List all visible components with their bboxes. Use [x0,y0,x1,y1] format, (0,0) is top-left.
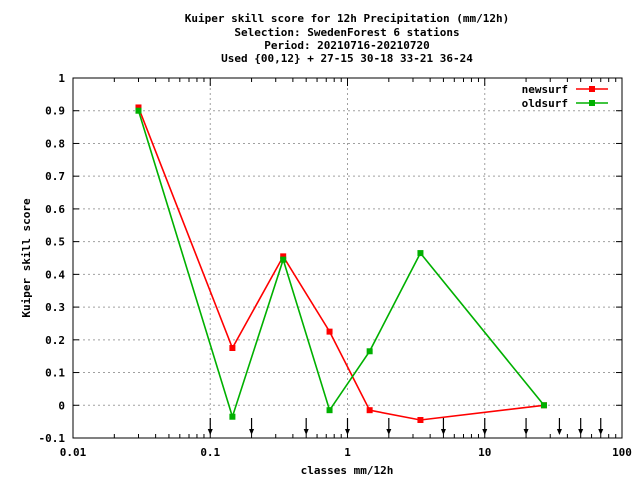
y-tick-label: 0 [58,399,65,412]
chart-title-line-1: Kuiper skill score for 12h Precipitation… [185,12,510,25]
legend-label-oldsurf: oldsurf [522,97,568,110]
x-tick-label: 10 [478,446,491,459]
y-tick-label: 0.1 [45,367,65,380]
threshold-arrow [598,418,604,435]
data-point-oldsurf [417,250,424,257]
threshold-arrow [578,418,584,435]
y-tick-label: 0.7 [45,170,65,183]
legend-marker-newsurf [589,86,595,92]
threshold-arrow-head [598,429,604,435]
axes: -0.1 0 0.1 0.2 0.3 0.4 0.5 0.6 0.7 0.8 0.9 1 0.01 0.1… [39,72,632,459]
data-point-newsurf [417,417,424,423]
threshold-arrow [523,418,529,435]
y-tick-label: 0.4 [45,268,65,281]
data-point-oldsurf [280,256,287,263]
y-axis-label: Kuiper skill score [20,198,33,318]
threshold-arrow-head [440,429,446,435]
threshold-arrow-head [303,429,309,435]
chart-title-line-2: Selection: SwedenForest 6 stations [234,26,459,39]
y-tick-label: 0.2 [45,334,65,347]
data-point-oldsurf [326,407,333,414]
threshold-arrow [440,418,446,435]
class-threshold-markers [207,418,604,435]
data-point-oldsurf [366,348,373,355]
series [135,104,547,423]
threshold-arrow [249,418,255,435]
data-point-oldsurf [540,402,547,409]
data-point-newsurf [229,345,236,351]
chart-title: Kuiper skill score for 12h Precipitation… [185,12,510,65]
y-tick-label: 0.5 [45,236,65,249]
data-point-newsurf [326,328,333,335]
x-tick-label: 0.01 [60,446,87,459]
legend-marker-oldsurf [589,100,595,106]
data-point-oldsurf [229,413,236,420]
x-tick-label: 0.1 [200,446,220,459]
data-point-oldsurf [135,107,142,114]
data-point-newsurf [135,104,142,111]
chart-title-line-3: Period: 20210716-20210720 [264,39,430,52]
y-tick-label: 0.8 [45,137,65,150]
x-axis-label: classes mm/12h [301,464,394,477]
threshold-arrow-head [556,429,562,435]
legend-label-newsurf: newsurf [522,83,568,96]
threshold-arrow-head [249,429,255,435]
data-point-newsurf [366,407,373,414]
y-tick-label: 0.3 [45,301,65,314]
threshold-arrow-head [523,429,529,435]
chart-title-line-4: Used {00,12} + 27-15 30-18 33-21 36-24 [221,52,473,65]
series-line-newsurf [137,107,545,421]
data-point-newsurf [280,253,287,260]
y-tick-label: -0.1 [39,432,66,445]
threshold-arrow-head [386,429,392,435]
y-tick-label: 0.6 [45,203,65,216]
x-tick-label: 1 [344,446,351,459]
y-tick-label: 0.9 [45,105,65,118]
threshold-arrow [556,418,562,435]
threshold-arrow [386,418,392,435]
threshold-arrow-head [578,429,584,435]
x-tick-label: 100 [612,446,632,459]
y-tick-label: 1 [58,72,65,85]
threshold-arrow [303,418,309,435]
